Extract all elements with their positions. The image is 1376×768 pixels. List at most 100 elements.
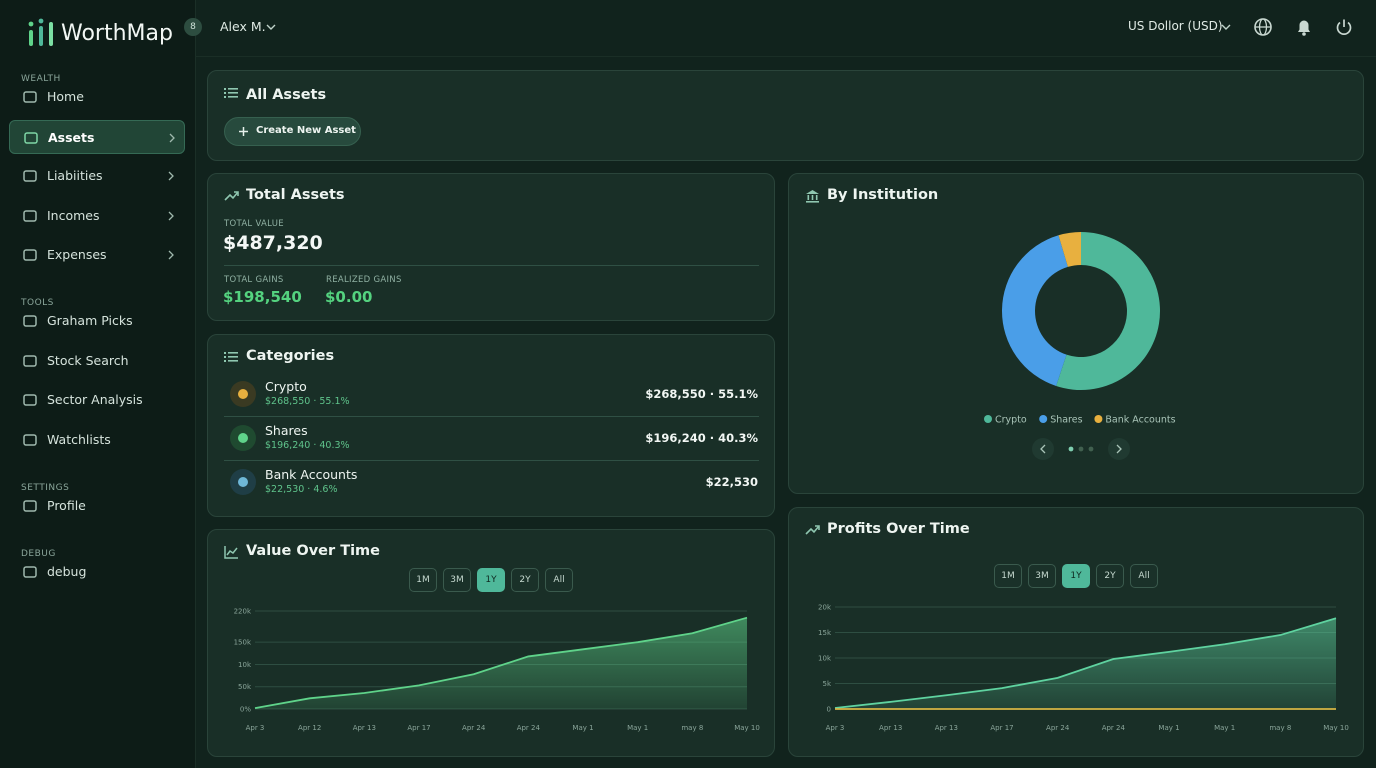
chevron-right [168,211,174,220]
nav-item[interactable]: Liabiities [9,159,185,193]
y-tick-label: 0% [240,706,251,714]
next-button[interactable] [1108,438,1130,460]
nav-icon [23,315,37,327]
bell-icon[interactable] [1294,17,1314,37]
legend-label: Bank Accounts [1105,415,1175,426]
nav-item[interactable]: Assets [9,119,185,154]
category-icon [230,381,256,407]
nav-label: Liabiities [47,168,103,183]
x-tick-label: May 1 [572,724,593,732]
chevron-down [1221,24,1231,30]
legend-swatch [984,415,992,423]
nav-item[interactable]: Stock Search [9,344,185,378]
x-tick-label: Apr 24 [517,724,541,732]
nav-item[interactable]: Home [9,80,185,114]
icon-shape [23,433,37,446]
nav-label: Assets [48,129,95,145]
icon-shape [23,91,37,103]
divider [224,460,759,461]
area [255,617,747,709]
y-tick-label: 10k [238,661,252,669]
line-chart: 0% 50k 10k 150k 220k Apr 3 Apr 12 Apr 13 Apr 17 A… [234,608,760,733]
section-title: DEBUG [21,548,56,559]
currency-select[interactable]: US Dollor (USD) [1128,19,1223,33]
range-button[interactable]: 1Y [477,568,505,592]
category-icon [230,425,256,451]
category-name: Bank Accounts [265,467,358,482]
y-tick-label: 50k [238,683,252,691]
icon-shape [23,394,37,406]
range-button[interactable]: 3M [1028,564,1056,588]
nav-label: Expenses [47,247,107,262]
range-button[interactable]: 1M [409,568,437,592]
y-tick-label: 20k [818,604,832,612]
x-tick-label: Apr 24 [462,724,486,732]
x-tick-label: Apr 24 [1046,724,1070,732]
range-button[interactable]: 1M [994,564,1022,588]
icon-shape [23,354,37,367]
chevron-path [168,250,174,260]
nav-item[interactable]: Sector Analysis [9,383,185,417]
nav-item[interactable]: Expenses [9,238,185,272]
nav-icon [24,131,38,144]
globe-icon[interactable] [1253,17,1273,37]
page-dot [1078,446,1084,452]
trend-icon [224,191,239,201]
range-button[interactable]: All [545,568,573,592]
gain-value: $0.00 [325,288,373,306]
icon-shape [23,499,37,512]
chevron-right [169,133,175,142]
prev-button[interactable] [1032,438,1054,460]
range-selector: 1M 3M 1Y 2Y All [789,564,1363,588]
range-button[interactable]: 3M [443,568,471,592]
nav-icon [23,91,37,103]
section-title: TOOLS [21,298,54,308]
nav-icon [23,354,37,367]
nav-item[interactable]: Incomes [9,199,185,233]
chevron-path [168,211,174,220]
x-tick-label: Apr 3 [246,724,265,732]
card-title: Total Assets [246,187,345,203]
power-icon[interactable] [1334,17,1354,37]
total-assets-card: Total Assets TOTAL VALUE $487,320 TOTAL … [207,173,775,321]
plus-icon [239,127,248,136]
page-dot [1068,446,1074,452]
legend-swatch [1039,415,1048,423]
user-name[interactable]: Alex M. [220,19,266,34]
range-button[interactable]: All [1130,564,1158,588]
card-title: Value Over Time [246,543,381,559]
nav-item[interactable]: debug [9,555,185,589]
gain-label: REALIZED GAINS [326,275,402,285]
nav-item[interactable]: Profile [9,489,185,523]
nav-item[interactable]: Graham Picks [9,304,185,338]
donut-chart: Crypto Shares Bank Accounts [984,232,1176,460]
nav-icon [23,170,37,182]
list-icon [224,88,238,98]
divider [224,265,759,266]
icon-shape [23,315,37,327]
category-name: Shares [265,423,308,438]
trend-icon [805,525,820,535]
x-tick-label: may 8 [1269,724,1291,732]
chevron-path [168,171,174,181]
list-icon [224,352,238,362]
create-asset-button[interactable]: Create New Asset [224,117,361,146]
card-title: Profits Over Time [827,521,970,537]
x-tick-label: Apr 13 [353,724,376,732]
icon-dot [238,477,248,487]
nav-icon [23,394,37,406]
icon-shape [23,249,37,261]
icon-dot [238,389,248,399]
range-button[interactable]: 2Y [511,568,539,592]
nav-item[interactable]: Watchlists [9,423,185,457]
nav-label: debug [47,563,87,579]
card-title: Categories [246,348,335,364]
range-button[interactable]: 2Y [1096,564,1124,588]
value-chart-card: Value Over Time 0% 50k 10k 150k 220k Apr 3 Apr… [207,529,775,757]
range-button[interactable]: 1Y [1062,564,1090,588]
nav-label: Graham Picks [47,313,133,328]
x-tick-label: may 8 [681,724,703,732]
nav-label: Sector Analysis [47,392,143,407]
avatar[interactable]: 8 [184,18,202,36]
icon-shape [24,131,38,144]
